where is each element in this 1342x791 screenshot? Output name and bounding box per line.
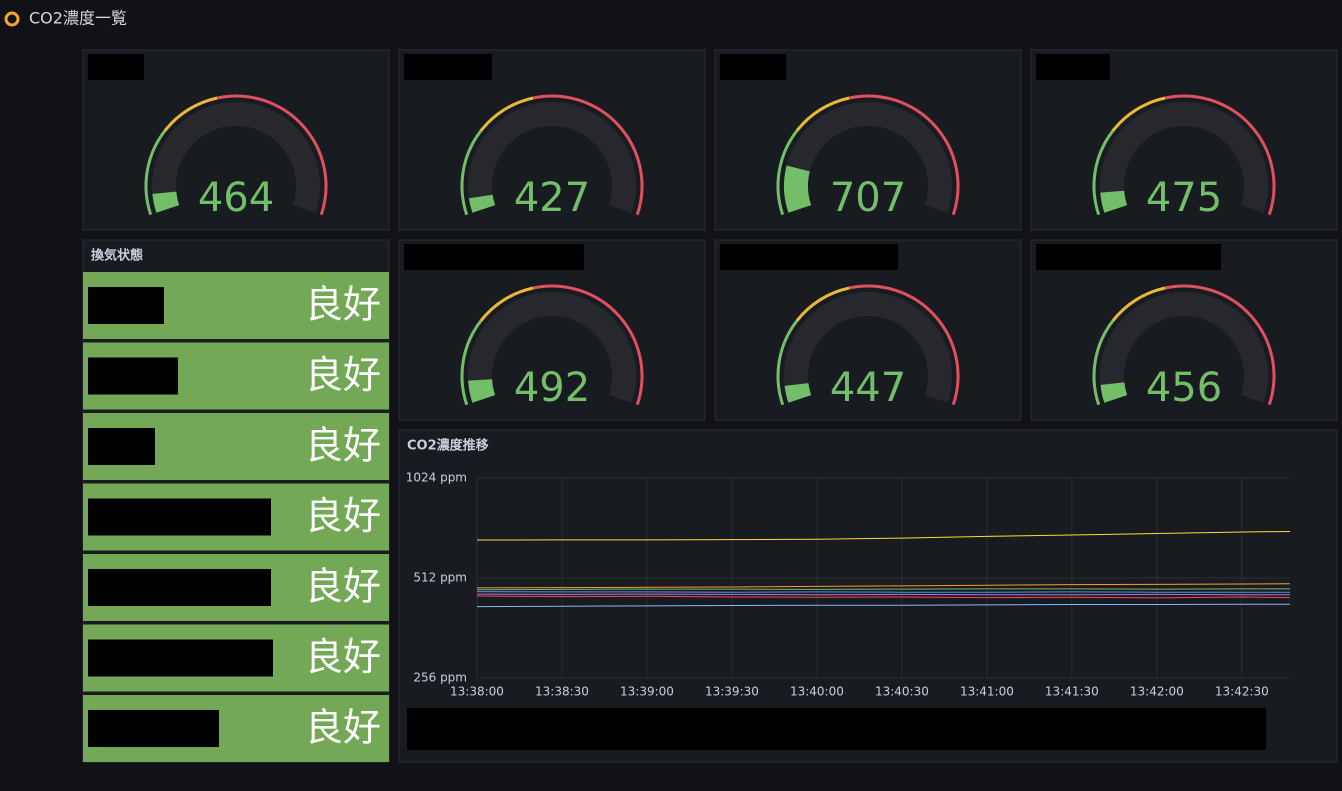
redacted-name xyxy=(88,710,219,747)
threshold-ring xyxy=(460,130,482,216)
redacted-name xyxy=(88,639,273,677)
status-text: 良好 xyxy=(305,635,381,679)
gauge-value: 475 xyxy=(1146,175,1222,221)
threshold-ring xyxy=(479,286,534,322)
redacted-name xyxy=(88,428,155,465)
gauge-fill xyxy=(152,191,180,213)
x-tick-label: 13:42:00 xyxy=(1130,685,1184,699)
gauge-track xyxy=(1100,102,1268,213)
series-line xyxy=(476,591,1290,593)
redacted-title xyxy=(1036,54,1110,80)
series-line xyxy=(476,583,1291,589)
redacted-title xyxy=(88,54,144,80)
redacted-title xyxy=(404,244,584,270)
threshold-ring xyxy=(1164,94,1276,216)
redacted-title xyxy=(404,54,492,80)
gauge-value: 447 xyxy=(830,365,906,411)
panel xyxy=(398,429,1338,763)
series-line xyxy=(476,595,1291,599)
threshold-ring xyxy=(163,96,218,132)
x-tick-label: 13:40:30 xyxy=(875,685,929,699)
threshold-ring xyxy=(795,286,850,322)
dashboard-title[interactable]: CO2濃度一覧 xyxy=(29,9,127,28)
gauge-track xyxy=(468,292,636,403)
threshold-ring xyxy=(776,320,798,406)
gauge-track xyxy=(468,102,636,213)
x-tick-label: 13:38:30 xyxy=(535,685,589,699)
panel-title: CO2濃度推移 xyxy=(407,438,489,454)
panel-title: 換気状態 xyxy=(91,248,143,264)
gauge-fill xyxy=(784,165,812,213)
gauge-value: 456 xyxy=(1146,365,1222,411)
redacted-title xyxy=(1036,244,1221,270)
logo[interactable] xyxy=(4,11,20,27)
threshold-ring xyxy=(1111,286,1166,322)
series-line xyxy=(476,593,1290,596)
threshold-ring xyxy=(848,284,960,406)
threshold-ring xyxy=(144,130,166,216)
gauge-fill xyxy=(1100,382,1128,403)
threshold-ring xyxy=(532,284,644,406)
y-tick-label: 256 ppm xyxy=(413,671,467,685)
status-text: 良好 xyxy=(305,283,381,327)
redacted-name xyxy=(88,498,271,536)
status-text: 良好 xyxy=(305,424,381,468)
redacted-title xyxy=(720,244,898,270)
gauge-track xyxy=(152,102,320,213)
gauge-value: 464 xyxy=(198,175,274,221)
series-line xyxy=(476,588,1290,591)
redacted-name xyxy=(88,569,271,606)
x-tick-label: 13:40:00 xyxy=(790,685,844,699)
x-tick-label: 13:39:00 xyxy=(620,685,674,699)
status-text: 良好 xyxy=(305,706,381,750)
x-tick-label: 13:41:30 xyxy=(1045,685,1099,699)
x-tick-label: 13:42:30 xyxy=(1215,685,1269,699)
gauge-fill xyxy=(468,194,496,213)
redacted-title xyxy=(720,54,786,80)
gauge-track xyxy=(784,292,952,403)
threshold-ring xyxy=(460,320,482,406)
y-tick-label: 1024 ppm xyxy=(406,471,467,485)
threshold-ring xyxy=(1164,284,1276,406)
gauge-value: 427 xyxy=(514,175,590,221)
redacted-legend xyxy=(407,708,1266,750)
threshold-ring xyxy=(216,94,328,216)
x-tick-label: 13:39:30 xyxy=(705,685,759,699)
gauge-fill xyxy=(468,378,496,403)
redacted-name xyxy=(88,287,164,324)
series-line xyxy=(476,530,1291,541)
gauge-track xyxy=(1100,292,1268,403)
x-tick-label: 13:38:00 xyxy=(450,685,504,699)
threshold-ring xyxy=(1092,130,1114,216)
y-tick-label: 512 ppm xyxy=(413,571,467,585)
threshold-ring xyxy=(532,94,644,216)
status-text: 良好 xyxy=(305,494,381,538)
gauge-fill xyxy=(784,382,812,403)
x-tick-label: 13:41:00 xyxy=(960,685,1014,699)
status-text: 良好 xyxy=(305,353,381,397)
status-text: 良好 xyxy=(305,565,381,609)
gauge-fill xyxy=(1100,190,1128,213)
threshold-ring xyxy=(1111,96,1166,132)
threshold-ring xyxy=(479,96,534,132)
redacted-name xyxy=(88,357,178,395)
threshold-ring xyxy=(795,96,850,132)
gauge-value: 707 xyxy=(830,175,906,221)
series-line xyxy=(476,603,1290,608)
threshold-ring xyxy=(1092,320,1114,406)
gauge-value: 492 xyxy=(514,365,590,411)
threshold-ring xyxy=(848,94,960,216)
threshold-ring xyxy=(776,130,798,216)
